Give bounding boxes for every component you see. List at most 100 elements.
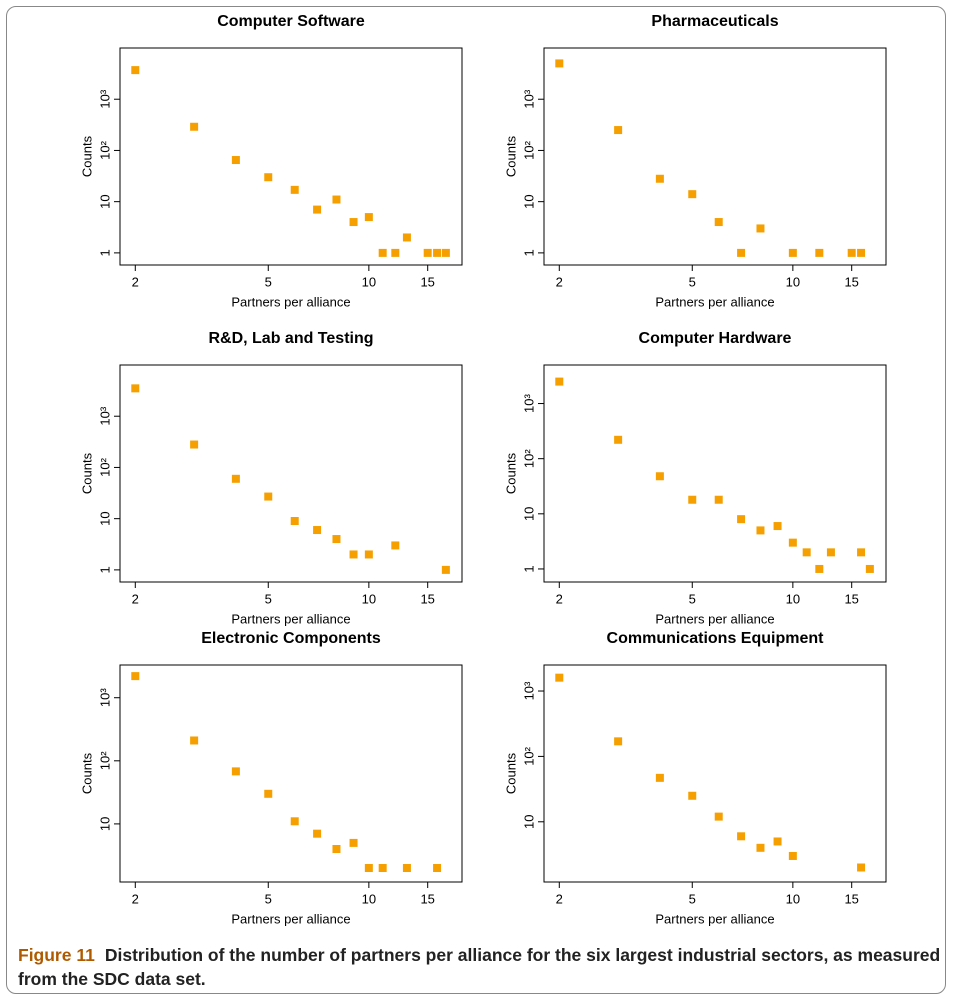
point	[688, 495, 697, 504]
point	[231, 474, 240, 483]
chart-title: Communications Equipment	[607, 630, 825, 647]
x-tick-label: 10	[786, 591, 800, 606]
y-tick-label: 10²	[97, 457, 112, 476]
y-tick-label: 10	[97, 194, 112, 208]
point	[441, 565, 450, 574]
y-axis-label: Counts	[503, 452, 518, 494]
chart-title: Computer Software	[217, 13, 365, 30]
y-axis-label: Counts	[79, 135, 94, 177]
x-tick-label: 15	[844, 274, 858, 289]
y-tick-label: 10²	[521, 449, 536, 468]
point	[788, 851, 797, 860]
x-tick-label: 5	[689, 891, 696, 906]
point	[555, 377, 564, 386]
chart-title: Computer Hardware	[639, 330, 792, 347]
point	[714, 218, 723, 227]
plot-frame	[119, 664, 463, 883]
point	[290, 817, 299, 826]
point	[815, 248, 824, 257]
x-tick-label: 10	[786, 274, 800, 289]
x-tick-label: 10	[362, 274, 376, 289]
plot-frame	[543, 364, 887, 583]
chart-title: Pharmaceuticals	[651, 13, 778, 30]
x-tick-label: 15	[420, 591, 434, 606]
y-tick-label: 10	[97, 817, 112, 831]
point	[655, 472, 664, 481]
point	[364, 550, 373, 559]
y-tick-label: 10²	[97, 751, 112, 770]
y-tick-label: 10³	[521, 89, 536, 108]
caption-text: Distribution of the number of partners p…	[18, 945, 941, 989]
point	[264, 789, 273, 798]
x-tick-label: 15	[844, 591, 858, 606]
y-tick-label: 10³	[97, 89, 112, 108]
point	[190, 122, 199, 131]
point	[756, 526, 765, 535]
point	[441, 248, 450, 257]
point	[364, 213, 373, 222]
point	[131, 384, 140, 393]
point	[857, 248, 866, 257]
x-axis-label: Partners per alliance	[231, 611, 350, 626]
caption: Figure 11 Distribution of the number of p…	[18, 943, 943, 991]
y-tick-label: 10	[97, 511, 112, 525]
x-axis-label: Partners per alliance	[655, 294, 774, 309]
x-tick-label: 5	[265, 891, 272, 906]
point	[264, 492, 273, 501]
point	[756, 843, 765, 852]
point	[737, 515, 746, 524]
y-tick-label: 10³	[521, 681, 536, 700]
point	[857, 863, 866, 872]
point	[290, 517, 299, 526]
point	[378, 864, 387, 873]
y-tick-label: 10	[521, 194, 536, 208]
point	[737, 248, 746, 257]
point	[788, 538, 797, 547]
point	[313, 205, 322, 214]
point	[688, 190, 697, 199]
x-tick-label: 10	[362, 891, 376, 906]
plot-frame	[119, 47, 463, 266]
y-tick-label: 1	[521, 565, 536, 572]
y-tick-label: 10³	[97, 406, 112, 425]
point	[332, 535, 341, 544]
y-tick-label: 1	[97, 566, 112, 573]
point	[688, 791, 697, 800]
point	[737, 832, 746, 841]
point	[332, 195, 341, 204]
y-tick-label: 10²	[521, 746, 536, 765]
point	[131, 672, 140, 681]
x-tick-label: 15	[844, 891, 858, 906]
point	[231, 156, 240, 165]
point	[349, 218, 358, 227]
point	[391, 248, 400, 257]
x-tick-label: 2	[132, 591, 139, 606]
y-tick-label: 10³	[97, 688, 112, 707]
point	[555, 59, 564, 68]
point	[773, 522, 782, 531]
y-tick-label: 10²	[97, 140, 112, 159]
x-tick-label: 15	[420, 891, 434, 906]
point	[815, 564, 824, 573]
y-tick-label: 10²	[521, 140, 536, 159]
point	[614, 435, 623, 444]
point	[655, 773, 664, 782]
point	[433, 864, 442, 873]
chart-title: R&D, Lab and Testing	[208, 330, 373, 347]
figure-panels: Computer Software Partners per alliance Co…	[79, 13, 887, 926]
point	[402, 864, 411, 873]
point	[423, 248, 432, 257]
x-tick-label: 2	[556, 591, 563, 606]
y-axis-label: Counts	[79, 452, 94, 494]
plot-frame	[543, 47, 887, 266]
x-axis-label: Partners per alliance	[655, 911, 774, 926]
point	[264, 173, 273, 182]
point	[773, 837, 782, 846]
x-tick-label: 10	[786, 891, 800, 906]
figure-frame	[6, 6, 946, 994]
x-tick-label: 5	[265, 591, 272, 606]
point	[290, 185, 299, 194]
point	[614, 737, 623, 746]
y-tick-label: 1	[97, 249, 112, 256]
